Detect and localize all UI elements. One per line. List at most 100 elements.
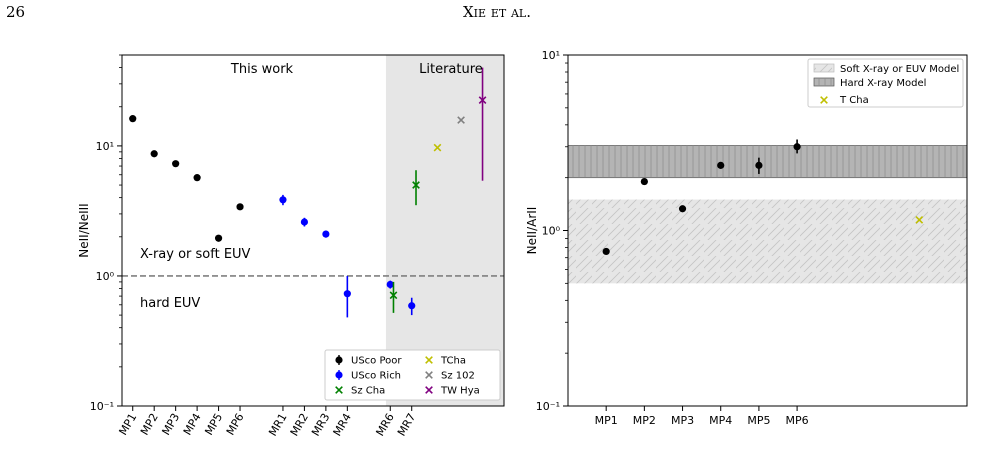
right-xtick-label-mp5: MP5	[747, 414, 770, 427]
left-ytick-label: 10⁰	[96, 270, 115, 283]
right-xtick-label-mp3: MP3	[671, 414, 694, 427]
point-usco-poor-mp6	[236, 203, 244, 211]
legend-marker-sz-102-stroke-b	[425, 371, 433, 379]
point-right-t-cha-0	[915, 215, 924, 224]
right-ytick-label: 10⁻¹	[536, 400, 560, 413]
legend-swatch-hatch-hard-x-ray-model	[814, 78, 834, 86]
band-hatch-soft-x-ray-or-euv-model	[568, 199, 967, 284]
point-usco-rich-mr7	[408, 302, 416, 310]
lower-region-label: hard EUV	[140, 296, 200, 311]
point-sz-cha-1-stroke-b	[412, 181, 420, 189]
left-xtick-label-mr6: MR6	[374, 411, 397, 438]
legend-label-usco-poor: USco Poor	[351, 356, 402, 367]
point-sz-cha-1	[412, 181, 420, 189]
legend-label-hard-x-ray-model: Hard X-ray Model	[840, 78, 926, 89]
page-number: 26	[6, 3, 25, 21]
legend-marker-tw-hya	[425, 386, 433, 394]
legend-marker-t-cha	[820, 96, 828, 104]
left-legend: USco Poor USco Rich Sz Cha TCha Sz 102 TW Hya	[324, 349, 501, 401]
right-legend-box	[807, 58, 964, 108]
legend-marker-sz-cha-stroke-b	[335, 386, 343, 394]
left-xtick-label-mp5: MP5	[202, 411, 225, 438]
legend-label-tcha: TCha	[440, 356, 466, 367]
left-xtick-label-mr2: MR2	[288, 411, 311, 438]
legend-marker-tw-hya-stroke-b	[425, 386, 433, 394]
left-xtick-label-mr4: MR4	[331, 411, 354, 438]
legend-marker-usco-rich	[335, 371, 343, 379]
legend-marker-tcha	[425, 356, 433, 364]
upper-region-label: X-ray or soft EUV	[140, 247, 251, 262]
point-sz-102-0	[457, 116, 465, 124]
left-ytick-label: 10⁻¹	[90, 400, 114, 413]
right-ytick-label: 10¹	[542, 49, 560, 62]
left-xtick-label-mp3: MP3	[159, 411, 182, 438]
point-usco-poor-mp4	[193, 174, 201, 182]
point-usco-poor-mp2	[150, 150, 158, 158]
left-y-axis-label: NeII/NeIII	[77, 203, 91, 257]
point-tcha-0	[433, 143, 442, 152]
left-ytick-label: 10¹	[96, 140, 114, 153]
left-xtick-label-mp1: MP1	[117, 411, 140, 438]
legend-marker-tcha-stroke-b	[425, 356, 433, 364]
left-plot-frame	[121, 54, 505, 407]
this-work-label: This work	[230, 62, 294, 77]
legend-label-usco-rich: USco Rich	[351, 371, 401, 382]
point-usco-rich-mr6	[386, 280, 394, 289]
legend-marker-t-cha-stroke-b	[820, 96, 828, 104]
point-usco-rich-mr1	[279, 196, 287, 204]
point-right-series-0-mp4	[717, 161, 725, 169]
right-model-bands	[567, 145, 968, 284]
left-xtick-label-mr7: MR7	[395, 411, 418, 438]
legend-marker-usco-poor	[335, 356, 343, 364]
legend-label-sz-102: Sz 102	[441, 371, 475, 382]
point-usco-rich-mr4	[343, 290, 351, 298]
right-plot-marks	[602, 139, 924, 256]
left-xtick-label-mr3: MR3	[309, 411, 332, 438]
right-xtick-label-mp2: MP2	[633, 414, 656, 427]
legend-swatch-hatch-soft-x-ray-or-euv-model	[814, 64, 834, 72]
point-right-series-0-mp3	[678, 205, 687, 213]
band-hatch-hard-x-ray-model	[568, 145, 967, 178]
right-plot-axes: 10⁻¹ 10⁰ 10¹ MP1 MP2 MP3 MP4 MP5 MP6	[536, 49, 809, 427]
legend-marker-sz-cha	[335, 386, 343, 394]
point-right-series-0-mp6	[793, 143, 801, 151]
legend-label-soft-x-ray-or-euv-model: Soft X-ray or EUV Model	[840, 64, 959, 75]
legend-marker-sz-102	[425, 371, 433, 379]
right-plot: 10⁻¹ 10⁰ 10¹ MP1 MP2 MP3 MP4 MP5 MP6 NeII/ArII S…	[525, 49, 968, 427]
left-xtick-label-mp6: MP6	[224, 411, 247, 438]
left-plot-marks	[129, 67, 487, 318]
point-usco-rich-mr3	[322, 230, 330, 238]
literature-label: Literature	[419, 62, 483, 77]
right-xtick-label-mp1: MP1	[595, 414, 618, 427]
point-sz-cha-0	[389, 291, 398, 300]
point-sz-102-0-stroke-b	[457, 116, 465, 124]
point-right-series-0-mp5	[755, 161, 763, 169]
left-xtick-label-mp2: MP2	[138, 411, 161, 438]
point-right-series-0-mp1	[602, 247, 610, 256]
point-tcha-0-stroke-b	[433, 143, 442, 152]
right-ytick-label: 10⁰	[542, 225, 561, 238]
left-xtick-label-mr1: MR1	[266, 411, 289, 438]
point-usco-poor-mp3	[172, 160, 180, 168]
left-xtick-label-mp4: MP4	[181, 411, 204, 438]
point-usco-poor-mp1	[129, 115, 137, 123]
left-legend-box	[324, 349, 501, 401]
point-tw-hya-0-stroke-b	[478, 96, 487, 104]
point-right-series-0-mp2	[640, 177, 648, 186]
point-tw-hya-0	[478, 96, 487, 104]
right-y-axis-label: NeII/ArII	[525, 207, 539, 255]
right-legend: Soft X-ray or EUV Model Hard X-ray Model T…	[807, 58, 964, 108]
point-right-t-cha-0-stroke-b	[915, 215, 924, 224]
running-title: Xie et al.	[463, 3, 531, 21]
point-usco-rich-mr2	[300, 218, 309, 226]
legend-label-tw-hya: TW Hya	[440, 386, 480, 397]
right-xtick-label-mp6: MP6	[786, 414, 809, 427]
right-xtick-label-mp4: MP4	[709, 414, 732, 427]
point-usco-poor-mp5	[214, 234, 223, 242]
legend-label-t-cha: T Cha	[839, 95, 869, 106]
legend-label-sz-cha: Sz Cha	[351, 386, 385, 397]
literature-region	[385, 55, 504, 406]
point-sz-cha-0-stroke-b	[389, 291, 398, 300]
